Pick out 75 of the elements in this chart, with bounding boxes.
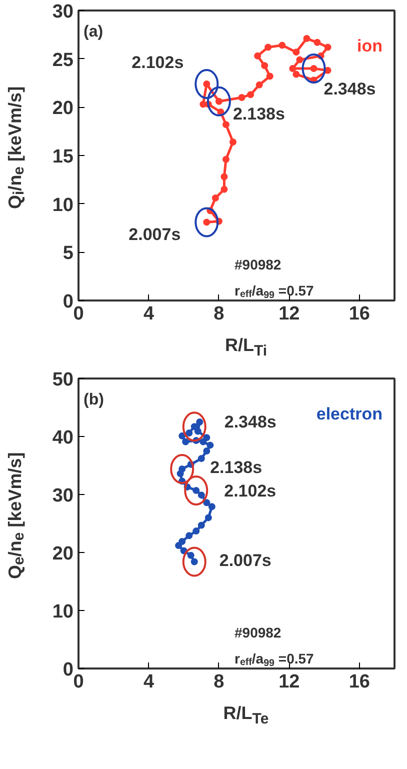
point xyxy=(222,156,230,163)
annotation: 2.138s xyxy=(232,104,285,124)
point xyxy=(303,35,310,42)
x-tick-label: 16 xyxy=(348,304,370,324)
x-tick-label: 12 xyxy=(278,304,300,324)
annotation: 2.348s xyxy=(324,80,376,98)
y-tick-label: 5 xyxy=(62,243,74,264)
point xyxy=(178,538,186,545)
y-tick-label: 30 xyxy=(52,2,74,22)
point xyxy=(186,532,193,540)
point xyxy=(256,81,263,88)
point xyxy=(278,42,286,49)
point xyxy=(261,62,268,70)
x-tick-label: 8 xyxy=(214,304,224,324)
point xyxy=(182,438,190,446)
point xyxy=(203,434,210,442)
point xyxy=(292,48,300,56)
point xyxy=(296,56,304,64)
y-tick-label: 10 xyxy=(52,602,74,622)
annotation: 2.007s xyxy=(128,225,181,244)
x-axis-title: R/L$_{Ti}$ xyxy=(224,335,268,360)
y-tick-label: 40 xyxy=(52,428,74,448)
point xyxy=(212,194,219,202)
x-tick-label: 8 xyxy=(214,672,224,692)
x-tick-label: 12 xyxy=(278,672,300,692)
point xyxy=(264,44,272,51)
annotation: 2.138s xyxy=(210,458,262,477)
x-tick-label: 4 xyxy=(143,672,154,692)
annotation: 2.102s xyxy=(224,481,276,500)
point xyxy=(229,138,236,146)
point xyxy=(194,428,202,435)
point xyxy=(247,91,254,98)
point xyxy=(220,173,228,180)
point xyxy=(289,65,296,72)
point xyxy=(178,432,186,440)
annotation: 2.007s xyxy=(219,550,272,570)
point xyxy=(203,499,210,506)
point xyxy=(198,522,205,529)
point xyxy=(204,514,212,522)
point xyxy=(198,492,205,499)
point xyxy=(314,38,321,46)
y-tick-label: 20 xyxy=(52,544,74,564)
y-tick-label: 30 xyxy=(52,486,74,506)
x-tick-label: 4 xyxy=(143,304,154,324)
point xyxy=(187,552,194,559)
series-label: ion xyxy=(357,36,383,56)
y-tick-label: 15 xyxy=(52,146,74,168)
annotation: 2.102s xyxy=(132,52,184,72)
annotation: 2.348s xyxy=(224,412,276,432)
x-axis-title: R/L$_{Te}$ xyxy=(222,703,270,728)
point xyxy=(206,442,214,449)
point xyxy=(292,70,300,78)
point xyxy=(222,121,230,128)
point xyxy=(266,72,274,80)
y-tick-label: 50 xyxy=(52,370,74,390)
point xyxy=(192,528,200,535)
y-tick-label: 25 xyxy=(52,50,74,71)
text: electron xyxy=(316,404,383,424)
point xyxy=(238,94,246,101)
x-tick-label: 16 xyxy=(348,672,370,692)
point xyxy=(208,503,216,510)
annotation: (b) xyxy=(84,392,104,408)
point xyxy=(186,430,193,437)
point xyxy=(203,448,210,454)
annotation: (a) xyxy=(84,24,104,40)
point xyxy=(196,418,204,426)
annotation: #90982 xyxy=(234,624,282,640)
point xyxy=(200,100,207,108)
annotation: #90982 xyxy=(234,256,282,272)
point xyxy=(254,52,262,60)
y-tick-label: 10 xyxy=(52,194,74,216)
y-tick-label: 20 xyxy=(52,98,74,120)
point xyxy=(220,186,228,193)
point xyxy=(324,44,332,51)
point xyxy=(198,455,205,462)
